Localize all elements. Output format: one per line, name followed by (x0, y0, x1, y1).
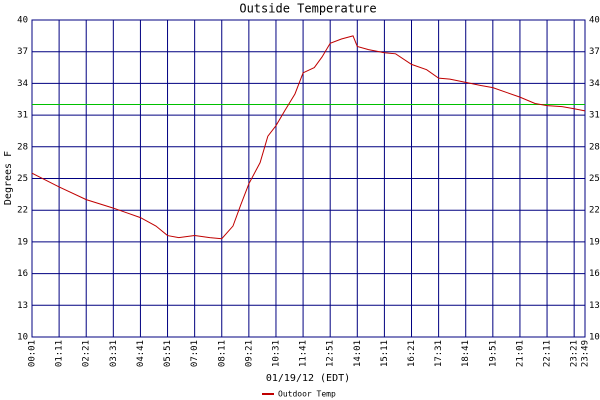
x-tick-label: 22:11 (543, 340, 553, 367)
x-tick-label: 02:21 (82, 340, 92, 367)
plot-border (31, 19, 586, 338)
chart-title: Outside Temperature (239, 2, 376, 16)
y2-tick-label: 19 (589, 237, 600, 247)
y-tick-label: 16 (17, 269, 28, 279)
x-tick-label: 10:31 (271, 340, 281, 367)
y2-tick-label: 22 (589, 206, 600, 216)
y2-tick-label: 31 (589, 111, 600, 121)
y2-tick-label: 10 (589, 333, 600, 343)
x-tick-label: 05:51 (163, 340, 173, 367)
x-tick-label: 23:21 (570, 340, 580, 367)
y2-tick-label: 13 (589, 301, 600, 311)
x-tick-label: 03:31 (109, 340, 119, 367)
y-tick-label: 28 (17, 142, 28, 152)
y-tick-label: 22 (17, 206, 28, 216)
x-tick-label: 16:21 (407, 340, 417, 367)
y2-tick-label: 28 (589, 142, 600, 152)
x-tick-label: 15:11 (380, 340, 390, 367)
y2-tick-label: 16 (589, 269, 600, 279)
x-tick-label: 12:51 (326, 340, 336, 367)
y-tick-label: 13 (17, 301, 28, 311)
x-tick-label: 17:31 (434, 340, 444, 367)
y-tick-label: 25 (17, 174, 28, 184)
series-line (31, 35, 586, 240)
x-tick-label: 08:11 (217, 340, 227, 367)
x-tick-label: 19:51 (488, 340, 498, 367)
legend-label: Outdoor Temp (278, 390, 336, 399)
y-tick-label: 40 (17, 16, 28, 26)
x-tick-label: 23:49 (581, 340, 591, 367)
y-tick-label: 37 (17, 47, 28, 57)
x-tick-label: 18:41 (461, 340, 471, 367)
y-tick-label: 10 (17, 333, 28, 343)
y-axis-label: Degrees F (3, 151, 14, 205)
y2-tick-label: 34 (589, 79, 600, 89)
x-tick-label: 21:01 (515, 340, 525, 367)
y-tick-label: 31 (17, 111, 28, 121)
y2-tick-label: 37 (589, 47, 600, 57)
x-tick-label: 00:01 (28, 340, 38, 367)
x-tick-label: 07:01 (190, 340, 200, 367)
y2-tick-label: 25 (589, 174, 600, 184)
x-tick-label: 01:11 (55, 340, 65, 367)
x-tick-label: 14:01 (353, 340, 363, 367)
y-tick-label: 34 (17, 79, 28, 89)
x-tick-label: 04:41 (136, 340, 146, 367)
x-axis-label: 01/19/12 (EDT) (266, 373, 350, 384)
x-tick-label: 11:41 (299, 340, 309, 367)
x-tick-label: 09:21 (244, 340, 254, 367)
y2-tick-label: 40 (589, 16, 600, 26)
y-tick-label: 19 (17, 237, 28, 247)
